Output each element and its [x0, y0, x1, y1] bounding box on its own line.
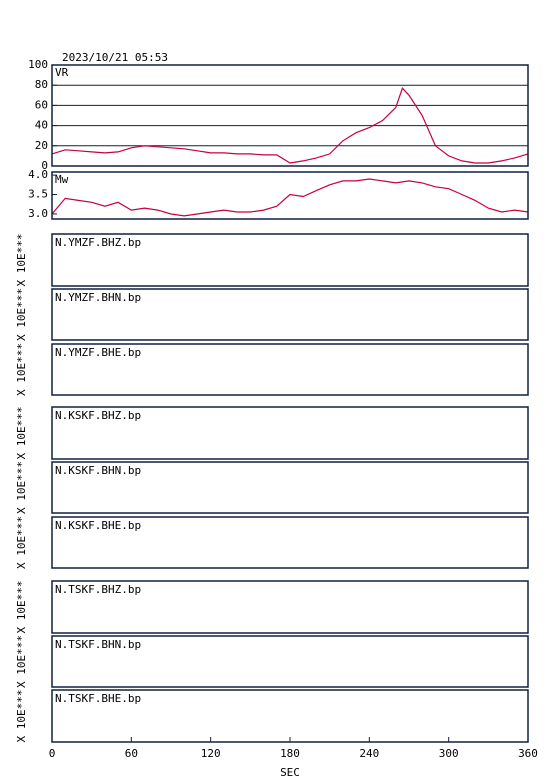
y-tick-label: 60 [35, 98, 48, 111]
y-axis-label: X 10E*** [15, 461, 28, 514]
waveform-panel [51, 516, 529, 569]
x-tick-label: 0 [49, 747, 56, 760]
x-axis-label: SEC [280, 766, 300, 779]
x-tick-label: 180 [280, 747, 300, 760]
chart-title: 2023/10/21 05:53 [62, 51, 168, 64]
y-tick-label: 40 [35, 119, 48, 132]
panel-label: N.TSKF.BHN.bp [55, 638, 141, 651]
y-tick-label: 4.0 [28, 168, 48, 181]
y-tick-label: 100 [28, 58, 48, 71]
data-line [51, 178, 529, 217]
y-axis-label: X 10E*** [15, 407, 28, 460]
panel-label: Mw [55, 173, 69, 186]
panel-label: N.TSKF.BHZ.bp [55, 583, 141, 596]
waveform-panel [51, 461, 529, 514]
waveform-panel [51, 635, 529, 688]
x-tick-label: 300 [439, 747, 459, 760]
y-axis-label: X 10E*** [15, 288, 28, 341]
panel-label: VR [55, 66, 69, 79]
panel-label: N.TSKF.BHE.bp [55, 692, 141, 705]
panel-label: N.YMZF.BHZ.bp [55, 236, 141, 249]
y-axis-label: X 10E*** [15, 635, 28, 688]
x-tick-label: 360 [518, 747, 538, 760]
x-tick-label: 240 [359, 747, 379, 760]
y-axis-label: X 10E*** [15, 343, 28, 396]
y-axis-label: X 10E*** [15, 516, 28, 569]
panel-label: N.KSKF.BHN.bp [55, 464, 141, 477]
panel-frame [51, 171, 529, 220]
y-axis-label: X 10E*** [15, 234, 28, 287]
y-tick-label: 3.5 [28, 188, 48, 201]
data-line [51, 87, 529, 164]
panel-label: N.YMZF.BHE.bp [55, 346, 141, 359]
y-axis-label: X 10E*** [15, 690, 28, 743]
waveform-panel [51, 288, 529, 341]
panel-frame [51, 64, 529, 167]
x-tick-label: 60 [125, 747, 138, 760]
y-tick-label: 3.0 [28, 207, 48, 220]
y-tick-label: 80 [35, 78, 48, 91]
x-tick-label: 120 [201, 747, 221, 760]
waveform-panel [51, 343, 529, 396]
panel-label: N.KSKF.BHE.bp [55, 519, 141, 532]
panel-label: N.KSKF.BHZ.bp [55, 409, 141, 422]
y-axis-label: X 10E*** [15, 581, 28, 634]
y-tick-label: 0 [41, 159, 48, 172]
waveform-panel [51, 406, 529, 460]
y-tick-label: 20 [35, 139, 48, 152]
panel-label: N.YMZF.BHN.bp [55, 291, 141, 304]
waveform-panel [51, 580, 529, 634]
waveform-panel [51, 233, 529, 287]
